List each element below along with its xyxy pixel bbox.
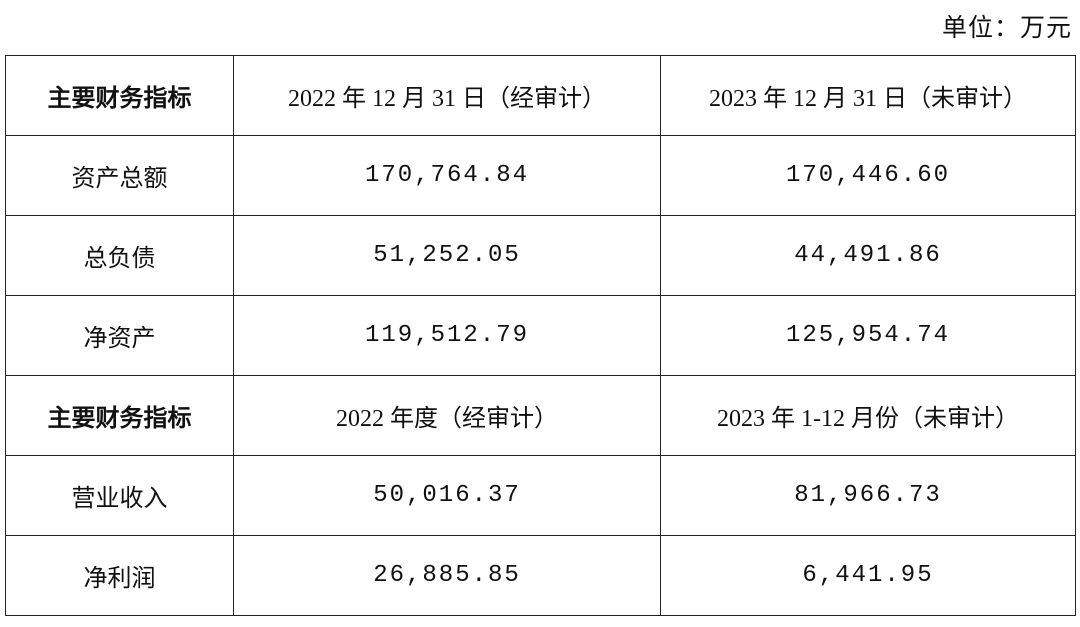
- table-row: 总负债 51,252.05 44,491.86: [5, 215, 1076, 296]
- table-row: 净利润 26,885.85 6,441.95: [5, 535, 1076, 616]
- table-cell: 2023 年 12 月 31 日（未审计）: [660, 55, 1076, 136]
- table-cell: 2023 年 1-12 月份（未审计）: [660, 375, 1076, 456]
- table-cell: 125,954.74: [660, 295, 1076, 376]
- finance-table: 主要财务指标 2022 年 12 月 31 日（经审计） 2023 年 12 月 3…: [5, 55, 1076, 616]
- table-cell: 总负债: [5, 215, 234, 296]
- table-cell: 81,966.73: [660, 455, 1076, 536]
- table-cell: 51,252.05: [233, 215, 661, 296]
- table-cell: 主要财务指标: [5, 375, 234, 456]
- table-row: 主要财务指标 2022 年度（经审计） 2023 年 1-12 月份（未审计）: [5, 375, 1076, 456]
- table-cell: 2022 年 12 月 31 日（经审计）: [233, 55, 661, 136]
- table-cell: 44,491.86: [660, 215, 1076, 296]
- table-row: 资产总额 170,764.84 170,446.60: [5, 135, 1076, 216]
- table-cell: 50,016.37: [233, 455, 661, 536]
- table-cell: 6,441.95: [660, 535, 1076, 616]
- table-row: 主要财务指标 2022 年 12 月 31 日（经审计） 2023 年 12 月 3…: [5, 55, 1076, 136]
- table-cell: 26,885.85: [233, 535, 661, 616]
- table-cell: 170,764.84: [233, 135, 661, 216]
- table-cell: 2022 年度（经审计）: [233, 375, 661, 456]
- table-cell: 主要财务指标: [5, 55, 234, 136]
- table-cell: 资产总额: [5, 135, 234, 216]
- table-row: 营业收入 50,016.37 81,966.73: [5, 455, 1076, 536]
- table-cell: 营业收入: [5, 455, 234, 536]
- table-cell: 净利润: [5, 535, 234, 616]
- table-cell: 净资产: [5, 295, 234, 376]
- unit-label: 单位：万元: [941, 15, 1072, 42]
- table-row: 净资产 119,512.79 125,954.74: [5, 295, 1076, 376]
- table-cell: 170,446.60: [660, 135, 1076, 216]
- table-cell: 119,512.79: [233, 295, 661, 376]
- table-body: 主要财务指标 2022 年 12 月 31 日（经审计） 2023 年 12 月 3…: [5, 55, 1076, 616]
